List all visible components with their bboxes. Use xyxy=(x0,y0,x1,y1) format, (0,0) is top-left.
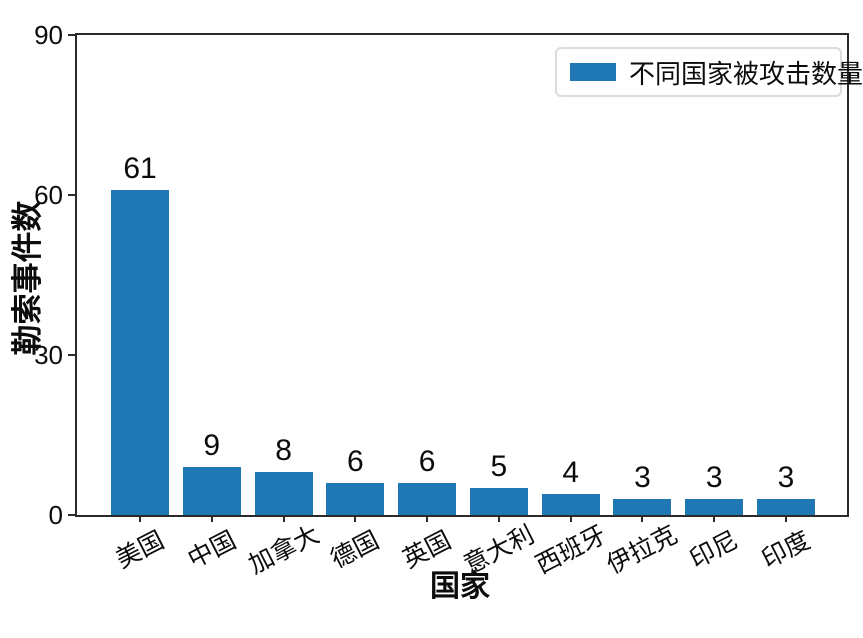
x-tickmark xyxy=(282,515,285,522)
bar-印尼 xyxy=(685,499,744,515)
x-tickmark xyxy=(426,515,429,522)
y-tickmark xyxy=(68,34,75,36)
bar-德国 xyxy=(326,483,385,515)
y-tickmark xyxy=(68,194,75,196)
y-tickmark xyxy=(68,514,75,516)
legend: 不同国家被攻击数量 xyxy=(555,47,863,97)
x-tickmark xyxy=(641,515,644,522)
bar-value-label: 5 xyxy=(490,450,508,483)
y-tick-label-0: 0 xyxy=(48,500,63,530)
x-axis-ticks: 美国 中国 加拿大 德国 英国 意大利 西班牙 伊拉克 印尼 印度 xyxy=(77,35,847,580)
y-axis-ticks: 0 30 60 90 xyxy=(34,22,847,528)
bar-value-label: 9 xyxy=(203,429,221,462)
bar-伊拉克 xyxy=(613,499,672,515)
x-tickmark xyxy=(210,515,213,522)
bar-意大利 xyxy=(469,488,528,515)
bar-英国 xyxy=(398,483,457,515)
x-tickmark xyxy=(569,515,572,522)
bar-西班牙 xyxy=(541,494,600,515)
bar-加拿大 xyxy=(254,472,313,515)
y-tickmark xyxy=(68,354,75,356)
bar-value-label: 3 xyxy=(634,461,651,494)
x-tickmark xyxy=(497,515,500,522)
bar-value-label: 6 xyxy=(418,445,436,478)
bar-value-label: 3 xyxy=(777,461,795,494)
bar-value-label: 3 xyxy=(705,461,723,494)
y-axis-title: 勒索事件数 xyxy=(10,200,45,356)
plot-area: 61 9 8 6 6 5 4 3 3 3 0 30 60 90 美国 中国 加拿大 德国 英国 意大利 西班牙 伊拉克… xyxy=(34,22,849,580)
bar-value-label: 4 xyxy=(562,456,580,489)
y-tick-label-60: 60 xyxy=(34,180,63,210)
y-tick-label-90: 90 xyxy=(34,20,63,50)
x-axis-title: 国家 xyxy=(430,570,490,603)
bar-印度 xyxy=(757,499,816,515)
bars-container: 61 9 8 6 6 5 4 3 3 3 xyxy=(77,35,847,515)
x-tickmark xyxy=(713,515,716,522)
bar-value-label: 8 xyxy=(275,434,292,467)
y-tick-label-30: 30 xyxy=(34,340,63,370)
legend-swatch-icon xyxy=(570,63,616,81)
x-tickmark xyxy=(354,515,357,522)
x-tickmark xyxy=(139,515,141,522)
bar-value-label: 61 xyxy=(123,152,157,185)
bar-美国 xyxy=(111,190,169,515)
legend-label: 不同国家被攻击数量 xyxy=(629,58,863,89)
x-tickmark xyxy=(785,515,788,522)
bar-value-label: 6 xyxy=(346,445,364,478)
bar-中国 xyxy=(182,467,241,515)
